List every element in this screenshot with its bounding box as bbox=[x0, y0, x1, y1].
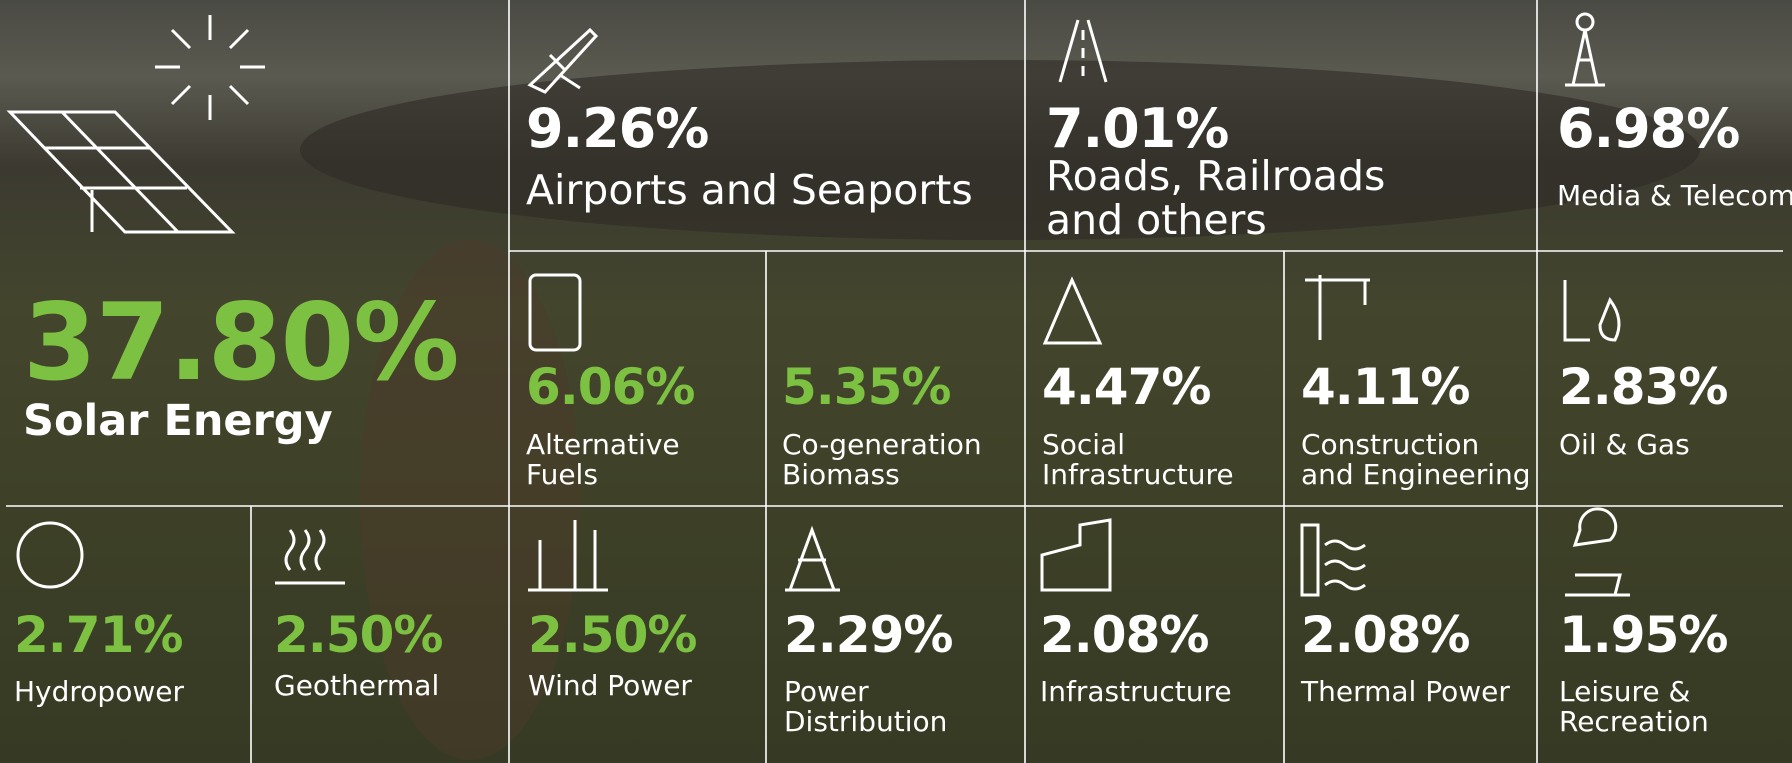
label-line: Media & Telecom bbox=[1557, 181, 1792, 211]
label-line: Infrastructure bbox=[1040, 677, 1232, 707]
label-line: Alternative bbox=[526, 430, 680, 460]
oil-icon bbox=[1565, 280, 1619, 340]
tile-value: 5.35% bbox=[782, 362, 950, 412]
solar-panel-icon bbox=[10, 112, 232, 232]
tile-label: Airports and Seaports bbox=[526, 168, 973, 212]
label-line: Biomass bbox=[782, 460, 982, 490]
tile-label: Media & Telecom bbox=[1557, 181, 1792, 211]
tile-value: 2.50% bbox=[528, 610, 696, 660]
label-line: Solar Energy bbox=[23, 398, 333, 444]
pyramid-icon bbox=[1045, 280, 1100, 343]
label-line: Hydropower bbox=[14, 677, 184, 707]
tile-label: Infrastructure bbox=[1040, 677, 1232, 707]
tile-label: Solar Energy bbox=[23, 398, 333, 444]
tile-label: Leisure &Recreation bbox=[1559, 677, 1709, 737]
tile-label: Thermal Power bbox=[1301, 677, 1510, 707]
label-line: Thermal Power bbox=[1301, 677, 1510, 707]
label-line: and Engineering bbox=[1301, 460, 1531, 490]
factory-icon bbox=[1042, 520, 1110, 590]
label-line: Airports and Seaports bbox=[526, 168, 973, 212]
label-line: Oil & Gas bbox=[1559, 430, 1690, 460]
leisure-icon bbox=[1565, 509, 1630, 595]
tile-value: 1.95% bbox=[1559, 610, 1727, 660]
label-line: Social bbox=[1042, 430, 1234, 460]
tile-value: 6.98% bbox=[1557, 102, 1739, 156]
label-line: Infrastructure bbox=[1042, 460, 1234, 490]
label-line: Fuels bbox=[526, 460, 680, 490]
tile-value: 2.71% bbox=[14, 610, 182, 660]
infographic: 37.80%Solar Energy 9.26% Airports and Seap… bbox=[0, 0, 1792, 763]
thermal-icon bbox=[1302, 525, 1365, 595]
geothermal-icon bbox=[275, 530, 345, 583]
tile-value: 37.80% bbox=[23, 290, 459, 396]
tile-value: 6.06% bbox=[526, 362, 694, 412]
label-line: Roads, Railroads bbox=[1046, 154, 1385, 198]
tile-value: 4.11% bbox=[1301, 362, 1469, 412]
label-line: Construction bbox=[1301, 430, 1531, 460]
tile-label: Oil & Gas bbox=[1559, 430, 1690, 460]
tile-value: 7.01% bbox=[1046, 102, 1228, 156]
tile-value: 2.83% bbox=[1559, 362, 1727, 412]
sun-icon bbox=[155, 15, 265, 120]
tile-label: Wind Power bbox=[528, 671, 692, 701]
label-line: Distribution bbox=[784, 707, 947, 737]
tower-icon bbox=[1565, 14, 1605, 85]
tile-label: Geothermal bbox=[274, 671, 439, 701]
label-line: and others bbox=[1046, 198, 1385, 242]
tile-value: 2.08% bbox=[1040, 610, 1208, 660]
tile-value: 2.08% bbox=[1301, 610, 1469, 660]
hydro-icon bbox=[18, 523, 82, 587]
tile-value: 9.26% bbox=[526, 102, 708, 156]
label-line: Geothermal bbox=[274, 671, 439, 701]
label-line: Leisure & bbox=[1559, 677, 1709, 707]
crane-icon bbox=[1305, 275, 1370, 340]
pylon-icon bbox=[785, 530, 840, 590]
tile-value: 2.29% bbox=[784, 610, 952, 660]
label-line: Recreation bbox=[1559, 707, 1709, 737]
label-line: Power bbox=[784, 677, 947, 707]
tile-label: Hydropower bbox=[14, 677, 184, 707]
label-line: Co-generation bbox=[782, 430, 982, 460]
label-line: Wind Power bbox=[528, 671, 692, 701]
tile-value: 2.50% bbox=[274, 610, 442, 660]
tile-value: 4.47% bbox=[1042, 362, 1210, 412]
